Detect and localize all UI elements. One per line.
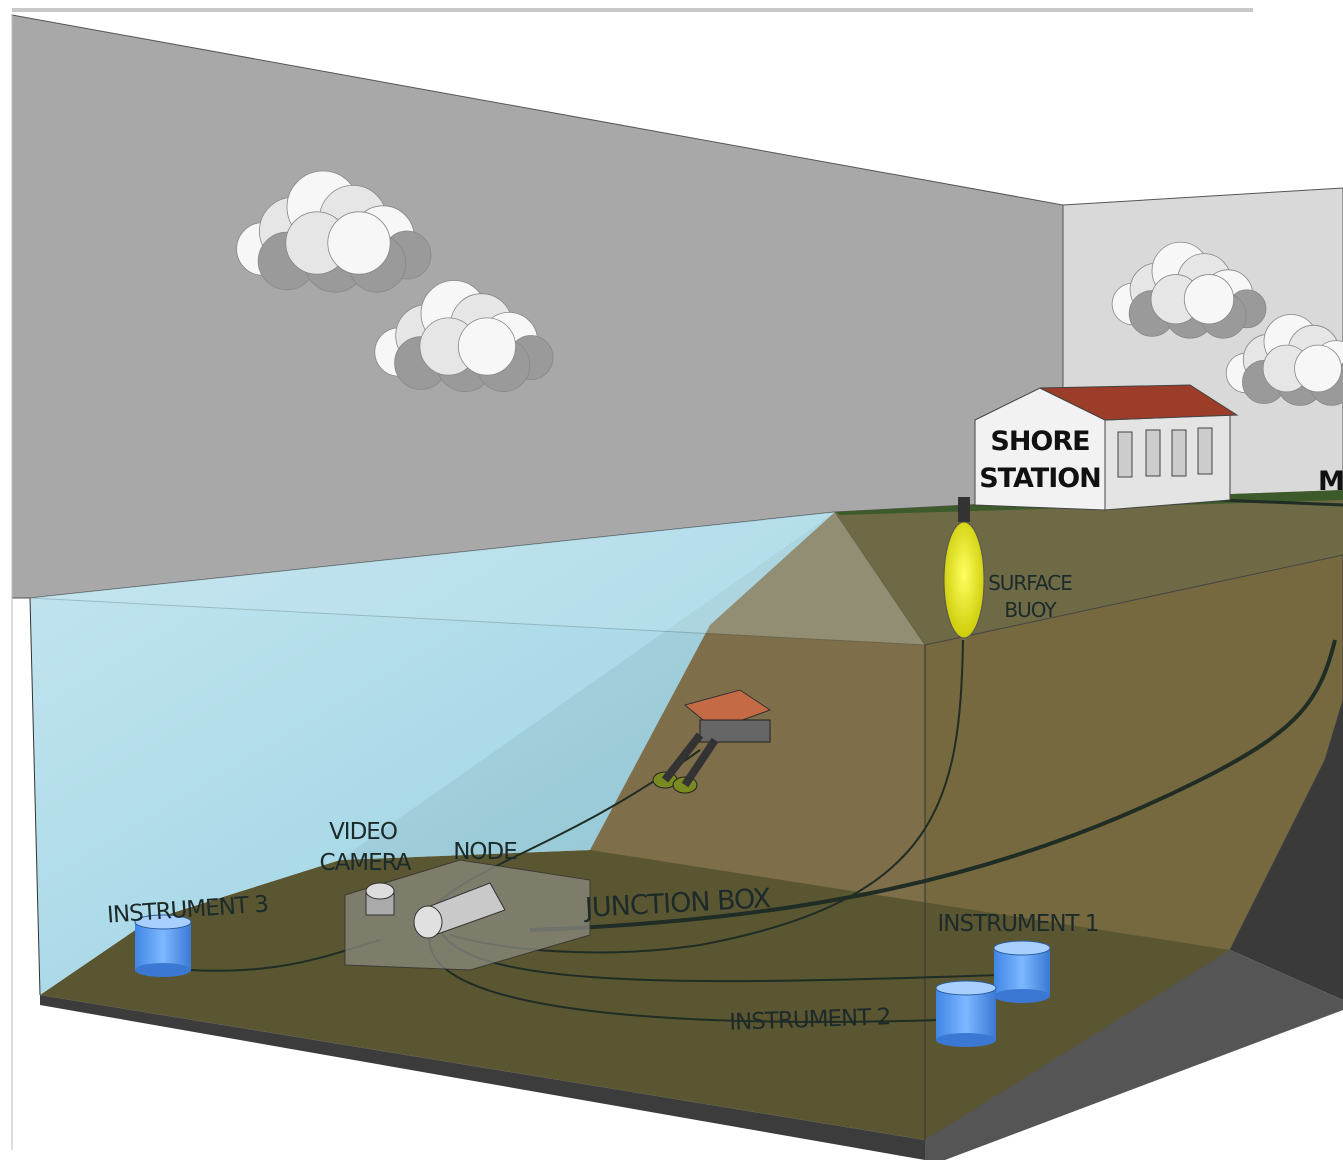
label: NODE — [453, 839, 517, 865]
label: M — [1318, 466, 1343, 497]
label: SHORE — [990, 426, 1089, 457]
clouds — [236, 170, 1343, 406]
floor-edge — [40, 995, 925, 1160]
cylinder-base — [936, 1033, 996, 1047]
box-edge — [29, 597, 41, 996]
buoy-mast — [958, 497, 970, 522]
cylinder-top — [134, 914, 192, 930]
main-cable — [529, 639, 1337, 932]
camera-dome — [365, 882, 395, 900]
rov-frame — [699, 719, 771, 743]
cloud-puff — [327, 211, 391, 275]
shore-station — [974, 384, 1239, 511]
rov-arm — [661, 732, 704, 783]
sea-floor — [40, 850, 1230, 1140]
right-dark-edge — [1230, 700, 1343, 1000]
house-window — [1171, 429, 1187, 477]
cylinder-body — [994, 948, 1050, 996]
water — [30, 512, 835, 995]
node-end — [413, 905, 443, 939]
instrument-cylinders — [134, 914, 1051, 1047]
cylinder-base — [135, 963, 191, 977]
house-window — [1197, 427, 1213, 475]
house-window — [1145, 429, 1161, 477]
cylinder-body — [936, 988, 996, 1040]
label: STATION — [979, 463, 1101, 494]
cylinder-top — [993, 940, 1051, 956]
cylinder-body — [135, 922, 191, 970]
label: CAMERA — [320, 850, 412, 876]
label: VIDEO — [329, 819, 397, 845]
cloud-puff — [457, 317, 516, 376]
cloud-puff — [1183, 274, 1235, 325]
house-window — [1117, 431, 1133, 478]
label: SURFACE — [988, 571, 1072, 595]
cylinder-base — [994, 989, 1050, 1003]
rov-arm — [681, 737, 719, 788]
surface-buoy — [943, 521, 985, 639]
label: INSTRUMENT 1 — [937, 911, 1098, 937]
cylinder-top — [935, 980, 997, 996]
floor-edge-right — [925, 950, 1343, 1160]
label: BUOY — [1004, 598, 1057, 622]
water-surface — [29, 511, 926, 646]
house-roof — [1039, 384, 1239, 421]
label: INSTRUMENT 2 — [729, 1004, 891, 1036]
cloud-puff — [1294, 344, 1342, 393]
rov — [652, 689, 772, 794]
